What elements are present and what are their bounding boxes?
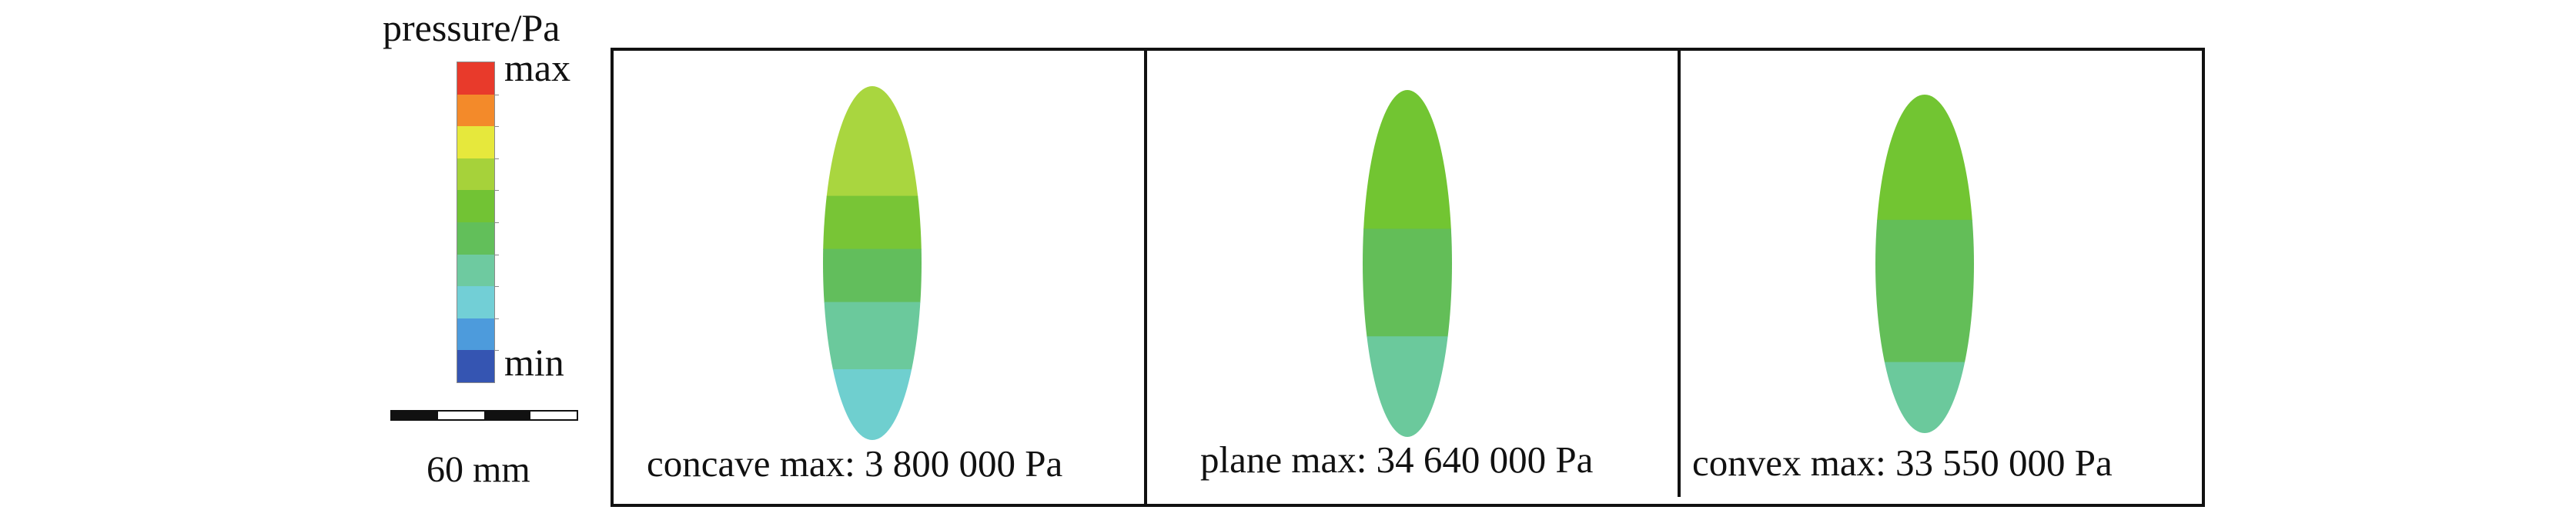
colorbar-tick: [494, 286, 499, 288]
colorbar-segment: [457, 190, 494, 223]
convex-pressure-contour: [1875, 95, 1974, 433]
colorbar-segment: [457, 254, 494, 287]
color-scale-bar: [457, 62, 499, 383]
colorbar-tick: [494, 318, 499, 319]
pressure-band: [823, 302, 922, 370]
scale-bar-segment: [438, 412, 484, 419]
legend-title: pressure/Pa: [383, 6, 560, 49]
pressure-band: [1363, 228, 1452, 338]
colorbar-segment: [457, 158, 494, 191]
pressure-band: [823, 86, 922, 197]
pressure-band: [1875, 95, 1974, 221]
pressure-band: [823, 248, 922, 303]
pressure-band: [1875, 362, 1974, 433]
colorbar-max-label: max: [504, 46, 571, 89]
pressure-band: [1875, 219, 1974, 363]
colorbar-segment: [457, 350, 494, 383]
panel-divider: [1678, 48, 1681, 497]
colorbar-min-label: min: [504, 341, 564, 384]
plane-pressure-contour: [1363, 90, 1452, 437]
colorbar-segment: [457, 286, 494, 319]
concave-pressure-contour: [823, 86, 922, 440]
colorbar-tick: [494, 350, 499, 352]
colorbar-segment: [457, 222, 494, 255]
colorbar-tick: [494, 222, 499, 223]
colorbar-tick: [494, 190, 499, 192]
panels-frame: [611, 48, 2205, 507]
plane-max-label: plane max: 34 640 000 Pa: [1200, 438, 1594, 481]
colorbar-tick: [494, 158, 499, 159]
pressure-band: [1363, 336, 1452, 437]
pressure-band: [823, 369, 922, 440]
colorbar-segment: [457, 126, 494, 159]
colorbar-tick: [494, 126, 499, 128]
colorbar-segment: [457, 318, 494, 351]
scale-bar-segment: [484, 412, 530, 419]
convex-max-label: convex max: 33 550 000 Pa: [1692, 442, 2113, 484]
colorbar-segment: [457, 62, 494, 95]
scale-bar-label: 60 mm: [427, 449, 530, 490]
scale-bar-segment: [530, 412, 577, 419]
pressure-band: [823, 195, 922, 250]
pressure-band: [1363, 90, 1452, 230]
colorbar-segment: [457, 94, 494, 127]
concave-max-label: concave max: 3 800 000 Pa: [647, 442, 1063, 485]
scale-bar: [390, 410, 578, 421]
scale-bar-segment: [392, 412, 438, 419]
panel-divider: [1144, 48, 1147, 507]
